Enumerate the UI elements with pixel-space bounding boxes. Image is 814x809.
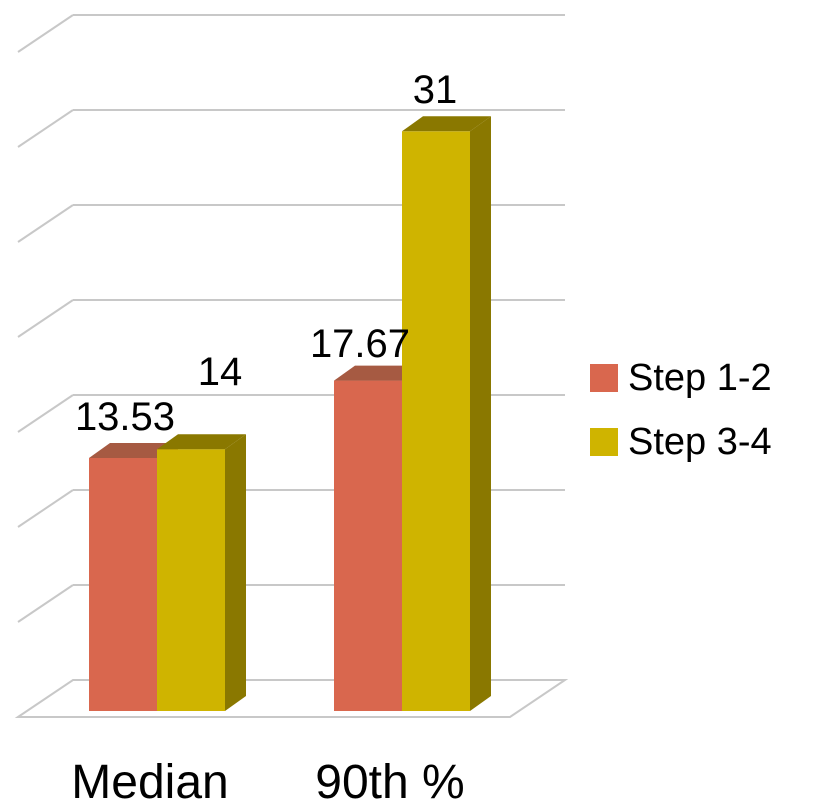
data-label: 17.67 [310,322,410,366]
bars [89,116,491,712]
bar-step-3-4-1 [402,116,491,712]
legend-label: Step 3-4 [628,421,772,463]
legend: Step 1-2 Step 3-4 [590,346,772,474]
legend-swatch-step-3-4 [590,428,618,456]
legend-item-step-3-4: Step 3-4 [590,410,772,474]
data-label: 31 [413,68,458,112]
bar-step-3-4-0 [157,434,246,711]
category-labels: Median 90th % [71,756,464,809]
legend-swatch-step-1-2 [590,364,618,392]
legend-item-step-1-2: Step 1-2 [590,346,772,410]
data-label: 14 [198,350,243,394]
data-label: 13.53 [75,395,175,439]
data-labels: 13.53 14 17.67 31 [75,68,457,439]
category-label: 90th % [315,756,464,809]
legend-label: Step 1-2 [628,357,772,399]
category-label: Median [71,756,228,809]
gridline [17,109,565,148]
gridline [17,14,565,53]
